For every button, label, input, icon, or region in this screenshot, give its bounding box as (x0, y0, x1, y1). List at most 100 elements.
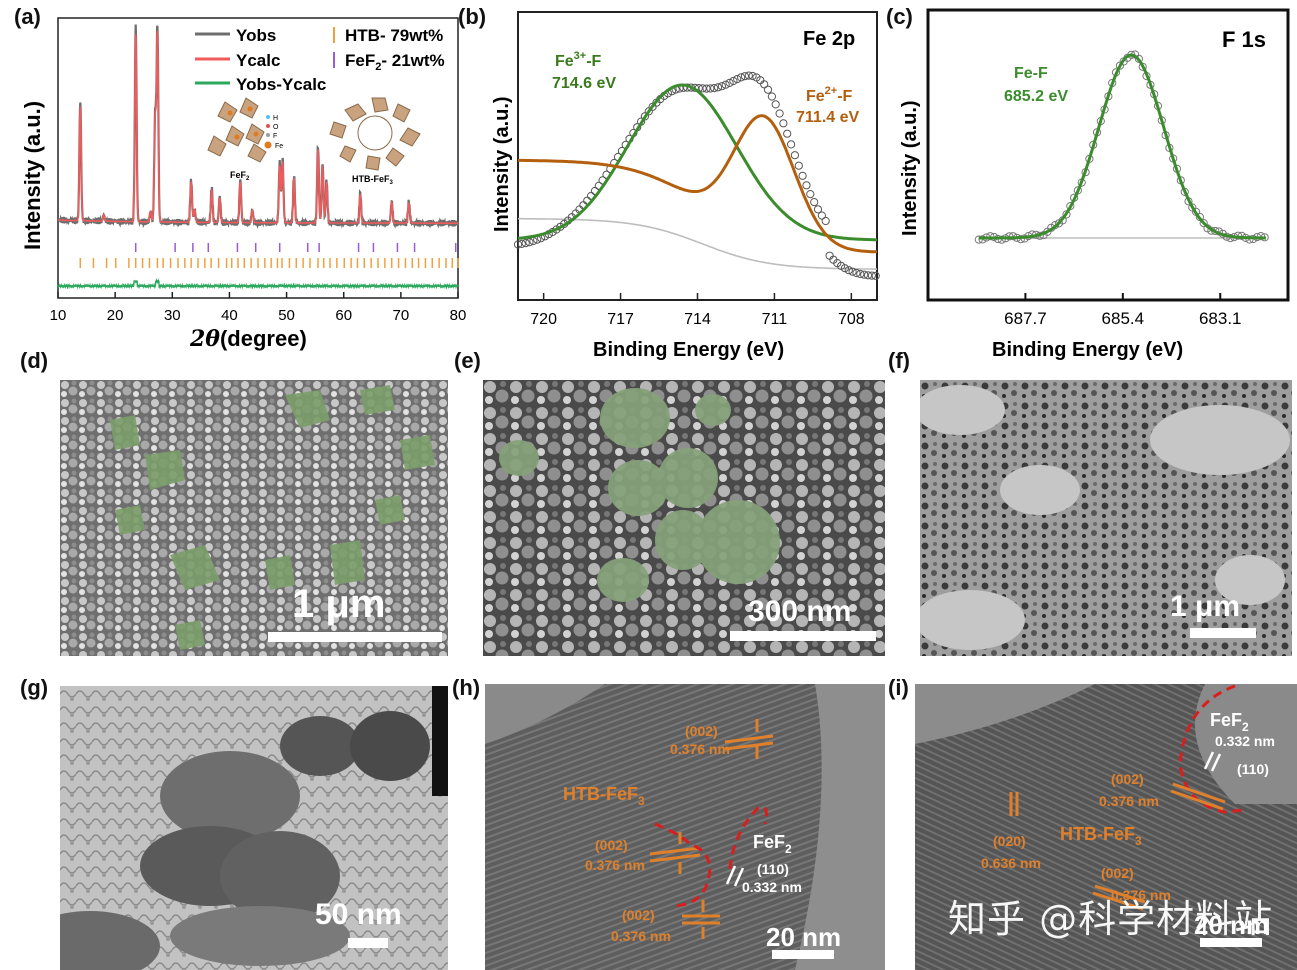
scale-text-h: 20 nm (766, 922, 842, 952)
scale-bar-d (268, 632, 442, 642)
fe2p-data-point (848, 267, 857, 276)
xrd-ycalc-line (58, 30, 458, 224)
fe2p-data-point (844, 266, 853, 275)
xrd-xtick-label: 10 (50, 307, 67, 324)
fe2p-data-point (860, 270, 869, 279)
sem-image-d (60, 380, 448, 656)
panel-e-label: (e) (454, 348, 481, 373)
panel-i-label: (i) (888, 675, 909, 700)
f1s-frame (926, 8, 1290, 302)
watermark-text: 知乎 @科学材料站 (948, 897, 1274, 941)
fe3-fit-line (517, 83, 877, 242)
xrd-xtick-label: 50 (278, 307, 295, 324)
scale-text-i: 20 nm (1194, 910, 1270, 940)
f1s-xlabel: Binding Energy (eV) (992, 339, 1183, 361)
f1s-fit-line (978, 53, 1266, 240)
fe2p-data-point (517, 239, 526, 248)
fe2p-data-point (737, 73, 746, 82)
scale-bar-e (730, 631, 876, 641)
legend-htb: HTB- 79wt% (345, 26, 443, 45)
i-ann2-plane: (020) (993, 833, 1026, 849)
atom-key: H O F Fe (264, 115, 283, 150)
fe2p-data-point (740, 72, 749, 81)
f1s-peak-value: 685.2 eV (1004, 88, 1068, 105)
i-ann3-d: 0.376 nm (1111, 887, 1171, 903)
fe2p-data-point (729, 76, 738, 86)
legend-yobs: Yobs (236, 26, 276, 45)
fef2-structure-inset (207, 97, 267, 163)
fe2p-data-point (760, 80, 769, 89)
fe2p-data-point (713, 83, 723, 92)
fe2-label: Fe2+-F (806, 85, 853, 105)
scale-bar-i (1200, 938, 1262, 947)
xrd-xtick-label: 30 (164, 307, 181, 324)
fe2p-xtick-label: 714 (684, 311, 711, 328)
fe2p-data-point (779, 119, 788, 128)
h-ann2-plane: (002) (595, 837, 628, 853)
fe2p-data-point (721, 80, 730, 89)
inset-htb-label: HTB-FeF3 (352, 174, 394, 186)
scale-bar-g (348, 938, 388, 948)
fe2-value: 711.4 eV (796, 109, 860, 126)
fe2p-data-point (817, 211, 826, 220)
h-ann3-d: 0.376 nm (611, 928, 671, 944)
f1s-data-point (1245, 235, 1254, 244)
fe2p-data-point (787, 140, 796, 149)
panel-b-label: (b) (458, 4, 487, 29)
h-ann3-plane: (002) (622, 907, 655, 923)
fe2p-data-point (717, 82, 726, 91)
fe3-label: Fe3+-F (555, 50, 602, 70)
fe2p-xtick-label: 720 (530, 311, 557, 328)
i-ann3-plane: (002) (1101, 865, 1134, 881)
fe2p-data-point (871, 271, 880, 280)
f1s-data-point (1016, 235, 1025, 244)
fe2p-data-point (810, 198, 819, 207)
fe2p-data-point (771, 100, 780, 109)
xrd-chart: 10 20 30 40 50 60 70 80 Intensity (a.u.) 2θ(deg… (20, 17, 467, 352)
fe2p-data-point (867, 271, 876, 280)
panel-c-label: (c) (886, 4, 913, 29)
fe2p-data-point (748, 71, 757, 81)
panel-d-label: (d) (20, 348, 49, 373)
scale-text-e: 300 nm (748, 595, 852, 628)
fe2p-data-point (521, 239, 530, 248)
xrd-diff-line (57, 277, 459, 290)
fe2p-data-point (513, 240, 523, 249)
f1s-data-point (1199, 219, 1208, 228)
fe2-fit-line (518, 114, 878, 254)
fe2p-data-point (698, 84, 707, 93)
svg-text:F: F (273, 133, 277, 140)
fe2p-xtick-label: 708 (838, 311, 865, 328)
xrd-ylabel: Intensity (a.u.) (20, 101, 45, 250)
scale-bar-h (772, 950, 834, 959)
f1s-xtick-label: 685.4 (1102, 309, 1145, 328)
f1s-data-point (997, 235, 1006, 244)
fe2p-data-point (775, 109, 784, 118)
fe2p-data-point (852, 268, 861, 278)
xrd-xtick-label: 20 (107, 307, 124, 324)
i-fef2-d: 0.332 nm (1215, 733, 1275, 749)
svg-text:Fe: Fe (275, 143, 283, 150)
scale-text-g: 50 nm (315, 898, 402, 931)
f1s-data-point (986, 232, 995, 241)
i-fef2-label: FeF2 (1210, 710, 1249, 734)
svg-text:H: H (273, 115, 278, 122)
fe2p-xtick-label: 717 (607, 311, 634, 328)
tem-image-g (60, 686, 448, 970)
f1s-data-point (1256, 232, 1265, 241)
f1s-xtick-label: 687.7 (1004, 309, 1047, 328)
fe2p-data-point (710, 84, 719, 93)
xrd-xlabel-symbol: 2θ (189, 326, 220, 352)
i-fef2-plane: (110) (1237, 761, 1269, 777)
fe2p-data-point (813, 205, 823, 214)
panel-f-label: (f) (888, 348, 910, 373)
hrtem-annotations-h: (002) 0.376 nm HTB-FeF3 (002) 0.376 nm F… (563, 719, 802, 944)
legend-diff: Yobs-Ycalc (236, 75, 326, 94)
fe2p-ylabel: Intensity (a.u.) (491, 96, 513, 232)
xrd-xtick-label: 80 (450, 307, 467, 324)
fe2p-data-point (525, 238, 534, 247)
fe2p-data-point (802, 181, 811, 190)
panel-g-label: (g) (20, 675, 49, 700)
fe2p-data-point (790, 151, 799, 160)
fe2p-data-point (863, 271, 873, 280)
